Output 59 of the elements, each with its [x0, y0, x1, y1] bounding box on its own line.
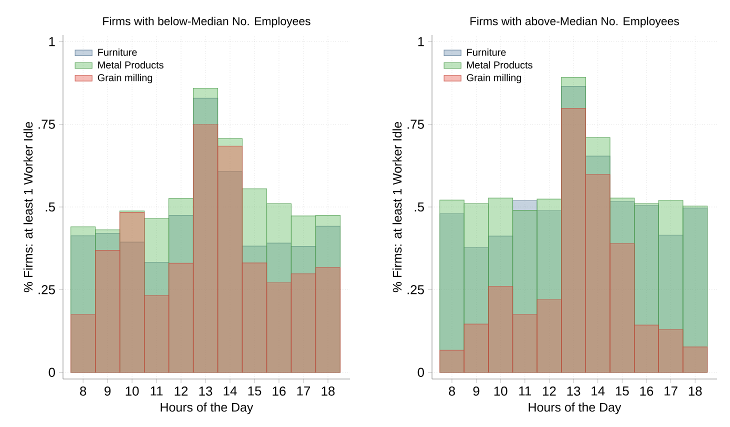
y-tick-label: 1: [418, 37, 424, 46]
y-tick-label: 1: [49, 37, 55, 46]
x-tick-label: 16: [272, 386, 286, 396]
chart-title: Firms with below-Median No. Employees: [103, 16, 310, 28]
legend-label: Metal Products: [467, 61, 532, 69]
legend-label: Metal Products: [98, 61, 164, 69]
bar: [266, 282, 292, 373]
y-tick-label: .25: [38, 285, 55, 294]
y-tick-label: .5: [414, 202, 424, 212]
bar: [682, 346, 708, 373]
x-tick-label: 15: [248, 386, 262, 396]
x-tick-label: 13: [199, 386, 212, 396]
x-tick-label: 8: [80, 386, 86, 396]
x-tick-label: 16: [640, 386, 654, 396]
legend-label: Furniture: [98, 48, 137, 56]
bar: [536, 299, 562, 373]
x-tick-label: 12: [542, 386, 556, 396]
x-tick-label: 9: [473, 386, 480, 396]
chart-title: Firms with above-Median No. Employees: [470, 16, 680, 28]
x-tick-label: 17: [664, 386, 678, 396]
bar: [144, 295, 170, 373]
x-tick-label: 17: [297, 386, 310, 396]
bar: [70, 314, 96, 373]
x-tick-label: 11: [150, 386, 163, 396]
bar: [658, 329, 684, 373]
bar: [610, 243, 635, 373]
x-tick-label: 18: [322, 386, 335, 396]
x-tick-label: 10: [126, 386, 139, 396]
bar: [315, 267, 341, 373]
x-tick-label: 11: [519, 386, 531, 396]
bar: [634, 324, 659, 373]
bar: [464, 324, 489, 373]
x-tick-label: 12: [174, 386, 188, 396]
x-tick-label: 14: [592, 386, 605, 396]
legend-label: Furniture: [467, 48, 506, 56]
x-tick-label: 8: [448, 386, 455, 396]
bar: [512, 314, 538, 373]
y-axis-title: % Firms: at least 1 Worker Idle: [23, 122, 33, 292]
y-tick-label: 0: [48, 368, 55, 377]
legend-label: Grain milling: [466, 74, 522, 84]
bar: [439, 350, 464, 373]
x-tick-label: 9: [104, 386, 111, 396]
legend-label: Grain milling: [98, 74, 152, 84]
x-tick-label: 10: [494, 386, 508, 396]
x-tick-label: 18: [688, 386, 702, 396]
y-tick-label: .75: [408, 120, 424, 129]
y-tick-label: 0: [418, 368, 424, 377]
y-tick-label: .5: [46, 202, 55, 212]
y-tick-label: .75: [38, 120, 55, 129]
x-tick-label: 15: [616, 386, 629, 396]
x-tick-label: 13: [567, 386, 580, 396]
bar: [488, 286, 514, 373]
y-axis-title: % Firms: at least 1 Worker Idle: [392, 122, 402, 292]
x-axis-title: Hours of the Day: [528, 402, 622, 414]
bar: [168, 262, 194, 373]
x-tick-label: 14: [224, 386, 237, 396]
y-tick-label: .25: [408, 285, 424, 294]
bar: [290, 274, 316, 373]
x-axis-title: Hours of the Day: [160, 402, 254, 414]
